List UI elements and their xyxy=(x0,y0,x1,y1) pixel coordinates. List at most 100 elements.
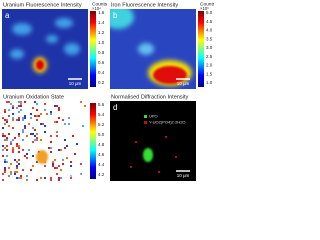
pixel xyxy=(26,157,28,159)
pixel xyxy=(16,167,18,169)
colorbar-tick-label: 0.4 xyxy=(98,70,105,75)
pixel xyxy=(14,173,16,175)
pixel xyxy=(58,149,60,151)
pixel xyxy=(12,107,14,109)
pixel xyxy=(30,133,32,135)
pixel xyxy=(2,173,4,175)
pixel xyxy=(6,161,8,163)
pixel xyxy=(18,135,20,137)
pixel xyxy=(76,143,78,145)
pixel xyxy=(4,169,6,171)
pixel xyxy=(62,163,64,165)
pixel xyxy=(42,123,44,125)
legend-swatch xyxy=(144,115,147,118)
pixel xyxy=(6,145,8,147)
pixel xyxy=(20,103,22,105)
pixel xyxy=(18,147,20,149)
pixel xyxy=(64,123,66,125)
pixel xyxy=(32,127,34,129)
pixel xyxy=(40,177,42,179)
pixel xyxy=(66,157,68,159)
pixel xyxy=(18,101,20,103)
pixel xyxy=(12,127,14,129)
colorbar-tick-label: 0.8 xyxy=(98,50,105,55)
pixel xyxy=(2,179,4,181)
pixel xyxy=(52,163,54,165)
pixel xyxy=(56,121,58,123)
pixel xyxy=(58,107,60,109)
pixel xyxy=(60,169,62,171)
hotspot xyxy=(110,9,134,29)
pixel xyxy=(2,117,4,119)
pixel xyxy=(30,117,32,119)
pixel xyxy=(40,123,42,125)
pixel xyxy=(50,141,52,143)
panel: c 10 μm 5.6 5.4 5.2 5.0 4.8 4.6 4.4 4.2 xyxy=(2,101,105,181)
pixel xyxy=(70,177,72,179)
pixel xyxy=(38,115,40,117)
pixel xyxy=(36,115,38,117)
pixel xyxy=(8,175,10,177)
colorbar-tick-label: 1.0 xyxy=(98,40,105,45)
pixel xyxy=(16,177,18,179)
hotspot xyxy=(46,35,58,43)
panel-letter: d xyxy=(113,103,117,112)
pixel xyxy=(40,113,42,115)
panel: b 10 μm 5.0 4.5 4.0 3.5 3.0 2.5 2.0 1.5 1.0 Counts×… xyxy=(110,1,214,89)
colorbar-scale: ×10³ xyxy=(200,6,209,11)
pixel xyxy=(20,105,22,107)
pixel xyxy=(36,103,38,105)
pixel xyxy=(58,117,60,119)
pixel xyxy=(34,101,36,103)
pixel xyxy=(36,139,38,141)
colorbar-tick-label: 4.2 xyxy=(98,172,105,177)
pixel xyxy=(22,117,24,119)
panel-letter: b xyxy=(113,11,118,20)
colorbar-tick-label: 3.0 xyxy=(206,45,213,50)
legend-swatch xyxy=(144,121,147,124)
pixel xyxy=(40,139,42,141)
pixel xyxy=(24,117,26,119)
colorbar xyxy=(198,11,204,87)
pixel xyxy=(2,133,4,135)
pixel xyxy=(58,165,60,167)
pixel xyxy=(16,119,18,121)
pixel xyxy=(58,177,60,179)
panel-title: Uranium Fluorescence Intensity xyxy=(3,2,82,8)
pixel xyxy=(6,149,8,151)
pixel xyxy=(6,119,8,121)
pixel xyxy=(2,127,4,129)
legend-label: UPO xyxy=(149,114,158,119)
pixel xyxy=(4,109,6,111)
pixel xyxy=(54,121,56,123)
pixel xyxy=(14,137,16,139)
pixel xyxy=(44,103,46,105)
pixel xyxy=(36,109,38,111)
colorbar-tick-label: 1.2 xyxy=(98,30,105,35)
pixel xyxy=(80,101,82,103)
pixel xyxy=(36,137,38,139)
pixel xyxy=(4,119,6,121)
colorbar xyxy=(90,11,96,87)
pixel xyxy=(22,129,24,131)
pixel xyxy=(32,133,34,135)
pixel xyxy=(44,165,46,167)
hotspot xyxy=(143,148,153,162)
pixel xyxy=(20,101,22,103)
colorbar-tick-label: 5.2 xyxy=(98,122,105,127)
colorbar-tick-label: 1.5 xyxy=(206,71,213,76)
pixel xyxy=(8,101,10,103)
pixel xyxy=(4,167,6,169)
pixel xyxy=(6,121,8,123)
pixel xyxy=(52,161,54,163)
pixel xyxy=(18,133,20,135)
hotspot xyxy=(12,23,32,35)
pixel xyxy=(20,109,22,111)
pixel xyxy=(24,115,26,117)
pixel xyxy=(72,135,74,137)
pixel xyxy=(10,103,12,105)
pixel xyxy=(16,145,18,147)
panel-letter: c xyxy=(5,103,9,112)
pixel xyxy=(80,173,82,175)
pixel xyxy=(48,147,50,149)
